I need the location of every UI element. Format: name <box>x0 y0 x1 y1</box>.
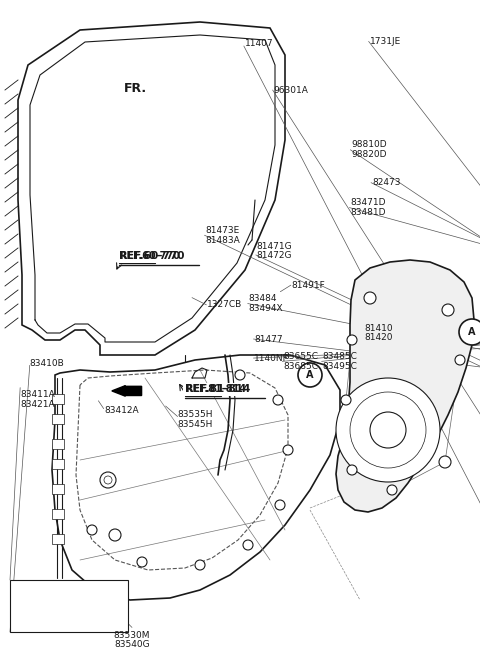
Circle shape <box>387 485 397 495</box>
Text: 1327CB: 1327CB <box>207 300 242 309</box>
Text: FR.: FR. <box>124 81 147 95</box>
Polygon shape <box>336 260 474 512</box>
Circle shape <box>341 395 351 405</box>
Circle shape <box>283 445 293 455</box>
Bar <box>52 534 64 544</box>
Text: 83411A
83421A: 83411A 83421A <box>20 390 55 409</box>
Text: 81477: 81477 <box>254 334 283 344</box>
Circle shape <box>364 292 376 304</box>
Text: 1140NF: 1140NF <box>254 353 289 363</box>
Text: 11407: 11407 <box>245 39 274 48</box>
Text: 83485C
83495C: 83485C 83495C <box>323 352 358 371</box>
Circle shape <box>273 395 283 405</box>
Circle shape <box>243 540 253 550</box>
Circle shape <box>459 319 480 345</box>
Circle shape <box>195 560 205 570</box>
Text: 81491F: 81491F <box>292 281 325 290</box>
Text: 81471G
81472G: 81471G 81472G <box>257 242 292 260</box>
Text: 83471D
83481D: 83471D 83481D <box>350 198 386 217</box>
Polygon shape <box>18 22 285 355</box>
Circle shape <box>442 304 454 316</box>
Text: 81410
81420: 81410 81420 <box>365 324 394 342</box>
Text: 98810D
98820D: 98810D 98820D <box>351 141 387 159</box>
Circle shape <box>336 378 440 482</box>
Text: A: A <box>306 370 314 380</box>
Text: 96301A: 96301A <box>274 85 309 95</box>
Text: 1731JE: 1731JE <box>370 37 401 46</box>
Circle shape <box>298 363 322 387</box>
Circle shape <box>109 529 121 541</box>
Circle shape <box>235 370 245 380</box>
FancyArrow shape <box>112 386 142 396</box>
Bar <box>52 439 64 449</box>
Bar <box>52 484 64 494</box>
Text: 83484
83494X: 83484 83494X <box>249 294 283 313</box>
Polygon shape <box>52 355 340 600</box>
Circle shape <box>87 525 97 535</box>
Bar <box>52 459 64 469</box>
Text: REF.81-814: REF.81-814 <box>185 384 246 394</box>
Circle shape <box>439 456 451 468</box>
Circle shape <box>275 500 285 510</box>
Text: REF.60-770: REF.60-770 <box>119 252 180 261</box>
Text: 83530M
83540G: 83530M 83540G <box>114 631 150 649</box>
Text: REF.60-770: REF.60-770 <box>119 252 184 261</box>
Circle shape <box>347 465 357 475</box>
Text: REF.81-814: REF.81-814 <box>185 384 250 394</box>
Circle shape <box>137 557 147 567</box>
Circle shape <box>370 412 406 448</box>
Text: 81473E
81483A: 81473E 81483A <box>205 226 240 244</box>
Bar <box>52 414 64 424</box>
Circle shape <box>347 335 357 345</box>
Circle shape <box>100 472 116 488</box>
Bar <box>10 580 128 632</box>
Text: 83412A: 83412A <box>105 406 139 415</box>
Text: 83655C
83685C: 83655C 83685C <box>283 352 318 371</box>
Text: 83535H
83545H: 83535H 83545H <box>178 410 213 428</box>
Bar <box>52 509 64 519</box>
Text: A: A <box>468 327 476 337</box>
Text: 82473: 82473 <box>372 178 400 187</box>
Bar <box>52 394 64 404</box>
Text: 83410B: 83410B <box>30 359 64 368</box>
Circle shape <box>455 355 465 365</box>
